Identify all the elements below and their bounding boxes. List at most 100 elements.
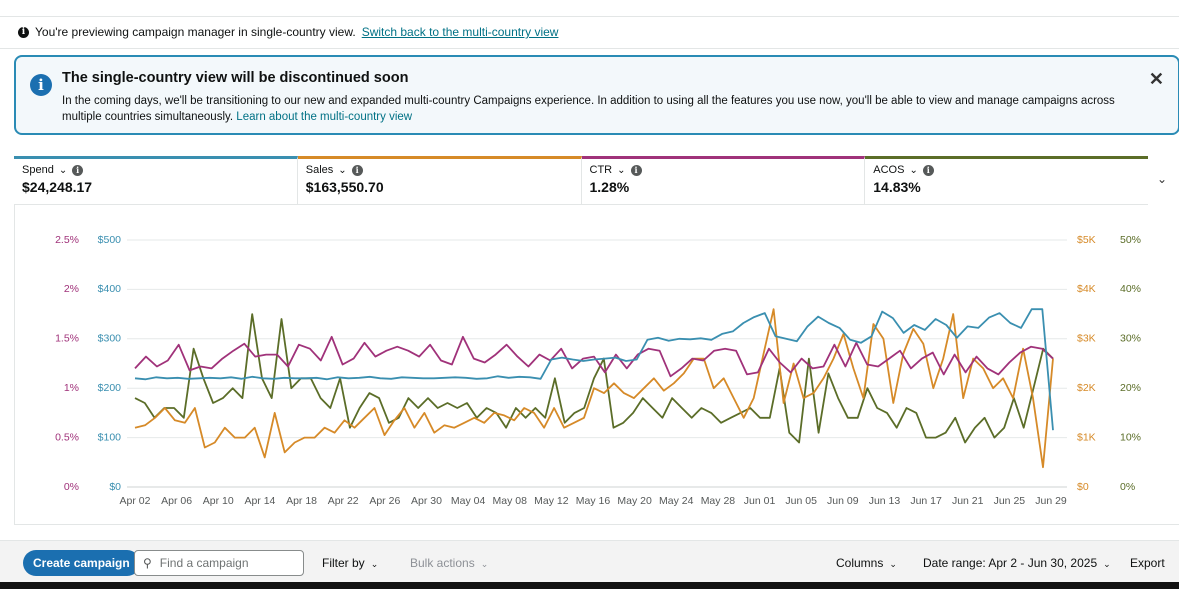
ctr-tick-label: 1.5%	[55, 333, 79, 345]
search-icon: ⚲	[143, 556, 152, 570]
x-tick-label: Apr 26	[369, 495, 400, 507]
metric-label: ACOS	[873, 164, 905, 176]
series-line-sales	[134, 308, 1054, 469]
spend-tick-label: $200	[98, 382, 122, 394]
metric-value: $163,550.70	[305, 179, 384, 195]
chevron-down-icon: ⌄	[480, 559, 489, 569]
export-button[interactable]: Export	[1130, 556, 1165, 570]
sales-tick-label: $5K	[1077, 234, 1096, 246]
x-tick-label: May 24	[659, 495, 694, 507]
chevron-down-icon: ⌄	[370, 559, 379, 569]
ctr-tick-label: 2.5%	[55, 234, 79, 246]
date-range-dropdown[interactable]: Date range: Apr 2 - Jun 30, 2025 ⌄	[923, 556, 1111, 570]
chevron-down-icon[interactable]: ⌄	[58, 164, 68, 176]
x-tick-label: May 04	[451, 495, 486, 507]
metric-spend[interactable]: Spend ⌄ i $24,248.17	[14, 156, 298, 204]
metric-value: 14.83%	[873, 179, 921, 195]
preview-text: You're previewing campaign manager in si…	[35, 25, 356, 39]
create-campaign-button[interactable]: Create campaign	[23, 550, 140, 576]
series-line-spend	[134, 308, 1054, 431]
metric-value: $24,248.17	[22, 179, 93, 195]
preview-notice: i You're previewing campaign manager in …	[18, 24, 558, 40]
ctr-tick-label: 0.5%	[55, 431, 79, 443]
x-tick-label: Jun 05	[785, 495, 817, 507]
chevron-down-icon: ⌄	[889, 559, 897, 569]
info-icon[interactable]: i	[922, 164, 934, 176]
metric-ctr[interactable]: CTR ⌄ i 1.28%	[581, 156, 866, 204]
x-tick-label: May 16	[576, 495, 611, 507]
campaign-toolbar: Create campaign ⚲ Filter by ⌄ Bulk action…	[0, 540, 1179, 583]
info-icon[interactable]: i	[72, 164, 84, 176]
close-icon[interactable]: ✕	[1148, 69, 1164, 89]
x-tick-label: Jun 13	[869, 495, 901, 507]
alert-body-text: In the coming days, we'll be transitioni…	[62, 95, 1115, 123]
bulk-label: Bulk actions	[410, 556, 475, 570]
x-tick-label: May 20	[617, 495, 652, 507]
metric-label: CTR	[589, 164, 613, 176]
x-tick-label: Jun 29	[1035, 495, 1067, 507]
ctr-tick-label: 0%	[64, 481, 79, 493]
filter-label: Filter by	[322, 556, 365, 570]
x-tick-label: Apr 14	[244, 495, 275, 507]
spend-tick-label: $400	[98, 283, 122, 295]
x-tick-label: May 12	[534, 495, 569, 507]
divider	[0, 48, 1179, 49]
spend-tick-label: $0	[109, 481, 121, 493]
sales-tick-label: $3K	[1077, 333, 1096, 345]
acos-tick-label: 40%	[1120, 283, 1141, 295]
x-tick-label: Apr 02	[120, 495, 151, 507]
learn-more-link[interactable]: Learn about the multi-country view	[236, 111, 413, 123]
metric-cards: Spend ⌄ i $24,248.17 Sales ⌄ i $163,550.70 C…	[14, 156, 1148, 205]
acos-tick-label: 10%	[1120, 431, 1141, 443]
metric-label: Sales	[305, 164, 334, 176]
date-range-label: Date range: Apr 2 - Jun 30, 2025	[923, 556, 1098, 570]
acos-tick-label: 50%	[1120, 234, 1141, 246]
sales-tick-label: $1K	[1077, 431, 1096, 443]
columns-dropdown[interactable]: Columns ⌄	[836, 556, 897, 570]
x-tick-label: Apr 22	[328, 495, 359, 507]
chevron-down-icon[interactable]: ⌄	[338, 164, 347, 176]
chevron-down-icon[interactable]: ⌄	[909, 164, 918, 176]
series-line-ctr	[134, 335, 1054, 378]
bottom-edge	[0, 582, 1179, 589]
x-tick-label: Apr 10	[203, 495, 234, 507]
spend-tick-label: $300	[98, 333, 122, 345]
sales-tick-label: $2K	[1077, 382, 1096, 394]
metric-acos[interactable]: ACOS ⌄ i 14.83%	[865, 156, 1148, 204]
x-tick-label: Jun 21	[952, 495, 984, 507]
metric-sales[interactable]: Sales ⌄ i $163,550.70	[297, 156, 582, 204]
chart-svg: 2.5% $500 $5K 50% 2% $400 $4K 40% 1.5% $300 $3K 30%…	[55, 234, 1141, 507]
x-tick-label: May 08	[493, 495, 528, 507]
search-box[interactable]: ⚲	[134, 550, 304, 576]
info-icon[interactable]: i	[351, 164, 363, 176]
top-divider	[0, 16, 1179, 17]
spend-tick-label: $500	[98, 234, 122, 246]
chevron-down-icon: ⌄	[1103, 559, 1111, 569]
expand-chevron-icon[interactable]: ⌄	[1157, 172, 1168, 186]
bulk-actions-dropdown[interactable]: Bulk actions ⌄	[410, 556, 488, 570]
info-icon: i	[18, 26, 29, 38]
x-tick-label: Jun 09	[827, 495, 859, 507]
metric-value: 1.28%	[589, 179, 630, 195]
info-icon: i	[30, 74, 52, 96]
sales-tick-label: $4K	[1077, 283, 1096, 295]
alert-title: The single-country view will be disconti…	[62, 70, 409, 86]
acos-tick-label: 30%	[1120, 333, 1141, 345]
performance-chart: 2.5% $500 $5K 50% 2% $400 $4K 40% 1.5% $300 $3K 30%…	[14, 204, 1179, 525]
switch-view-link[interactable]: Switch back to the multi-country view	[361, 25, 559, 39]
filter-by-dropdown[interactable]: Filter by ⌄	[322, 556, 378, 570]
x-tick-label: Jun 25	[994, 495, 1026, 507]
ctr-tick-label: 2%	[64, 283, 79, 295]
chevron-down-icon[interactable]: ⌄	[617, 164, 626, 176]
ctr-tick-label: 1%	[64, 382, 79, 394]
alert-body: In the coming days, we'll be transitioni…	[62, 93, 1137, 125]
metric-label: Spend	[22, 164, 54, 176]
columns-label: Columns	[836, 556, 884, 570]
search-input[interactable]	[157, 555, 292, 571]
x-tick-label: Apr 06	[161, 495, 192, 507]
x-tick-label: Jun 17	[910, 495, 942, 507]
spend-tick-label: $100	[98, 431, 122, 443]
x-tick-label: Apr 18	[286, 495, 317, 507]
x-tick-label: May 28	[701, 495, 736, 507]
info-icon[interactable]: i	[630, 164, 642, 176]
